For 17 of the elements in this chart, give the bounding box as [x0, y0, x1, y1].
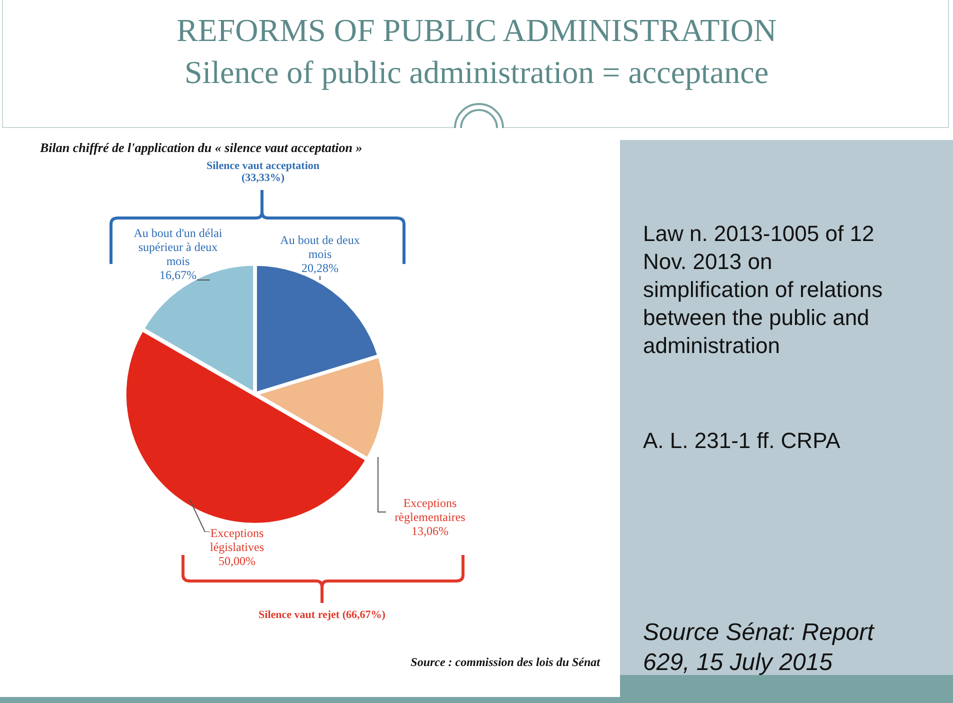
text: Silence vaut acceptation (33,33%) — [205, 160, 321, 184]
chart-title: REFORMS OF PUBLIC ADMINISTRATION — [175, 12, 778, 49]
data-label: 20,28% — [302, 261, 338, 276]
data-label: 13,06% — [412, 524, 448, 538]
text: A. L. 231-1 ff. CRPA — [643, 428, 842, 454]
source-note: Source Sénat: Report 629, 15 July 2015 — [643, 618, 876, 678]
data-label: 50,00% — [218, 554, 256, 568]
text: Law n. 2013-1005 of 12 Nov. 2013 on simplification of relations between the public and administration — [643, 220, 884, 360]
text: Bilan chiffré de l'application du « silence vaut acceptation » — [40, 140, 364, 156]
slice-label: Exceptions législatives — [210, 526, 264, 554]
slice-label: Au bout de deux mois — [280, 233, 360, 262]
slice-label: Exceptions règlementaires — [394, 496, 466, 524]
slice-label: Au bout d'un délai supérieur à deux mois — [134, 226, 223, 268]
text: Silence vaut rejet (66,67%) — [258, 609, 386, 621]
source-note: Source : commission des lois du Sénat — [410, 655, 600, 670]
chart-subtitle: Silence of public administration = acceptance — [183, 54, 770, 91]
data-label: 16,67% — [160, 268, 196, 282]
